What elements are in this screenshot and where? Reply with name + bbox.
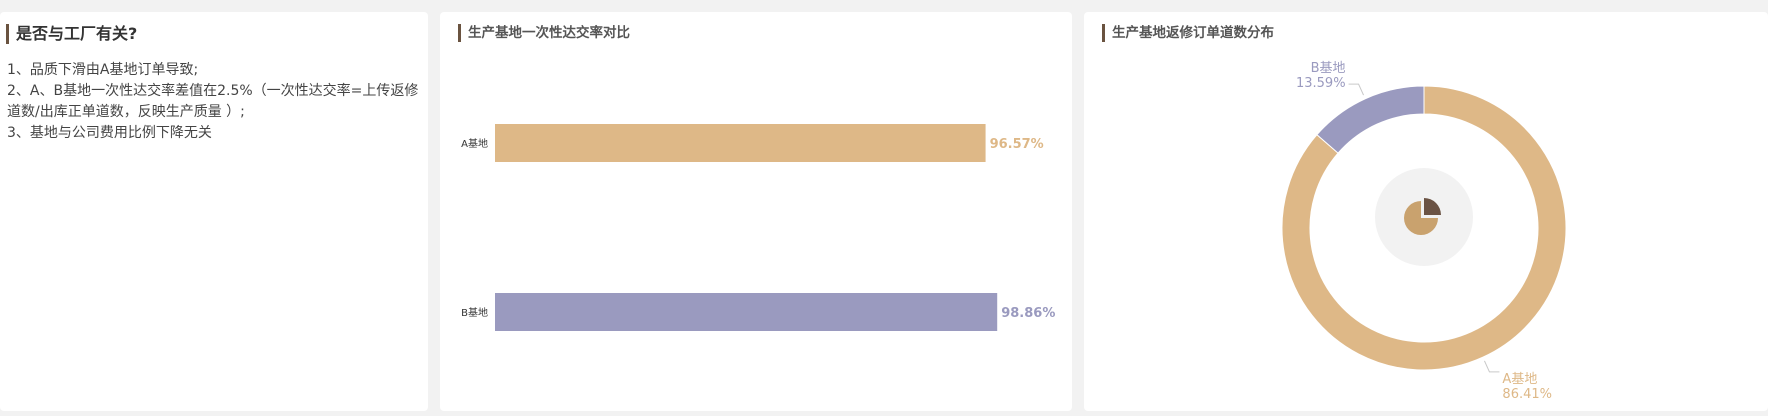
donut-percent-label: 13.59% (1296, 76, 1346, 91)
bar-b (495, 293, 998, 331)
note-line-3: 3、基地与公司费用比例下降无关 (7, 125, 212, 141)
analysis-title: 是否与工厂有关? (6, 24, 137, 44)
analysis-panel: 是否与工厂有关? 1、品质下滑由A基地订单导致; 2、A、B基地一次性达交率差值… (0, 12, 428, 411)
bar-value-label: 98.86% (1001, 306, 1055, 321)
pie-chart-icon (1404, 198, 1441, 235)
bar-value-label: 96.57% (990, 137, 1044, 152)
donut-chart-title: 生产基地返修订单道数分布 (1102, 24, 1274, 42)
donut-chart-panel: 生产基地返修订单道数分布 A基地 86.41% B基地 13.59% (1084, 12, 1768, 411)
bar-chart-title: 生产基地一次性达交率对比 (458, 24, 630, 42)
donut-leader-line (1348, 83, 1364, 96)
bar-category-label: B基地 (461, 306, 488, 319)
bar-category-label: A基地 (461, 137, 488, 150)
center-circle (1375, 168, 1473, 266)
donut-category-label: A基地 (1502, 372, 1537, 387)
analysis-notes: 1、品质下滑由A基地订单导致; 2、A、B基地一次性达交率差值在2.5%（一次性… (7, 60, 421, 144)
donut-percent-label: 86.41% (1502, 387, 1552, 402)
note-line-2: 2、A、B基地一次性达交率差值在2.5%（一次性达交率=上传返修道数/出库正单道… (7, 83, 419, 120)
donut-slice-a (1281, 85, 1567, 371)
donut-category-label: B基地 (1311, 61, 1346, 76)
bar-chart: A基地 96.57% B基地 98.86% (461, 124, 1055, 331)
bar-a (495, 124, 986, 162)
donut-leader-line (1484, 360, 1500, 373)
donut-slice-b (1316, 85, 1425, 154)
bar-chart-panel: 生产基地一次性达交率对比 A基地 96.57% B基地 98.86% (440, 12, 1072, 411)
note-line-1: 1、品质下滑由A基地订单导致; (7, 62, 199, 78)
